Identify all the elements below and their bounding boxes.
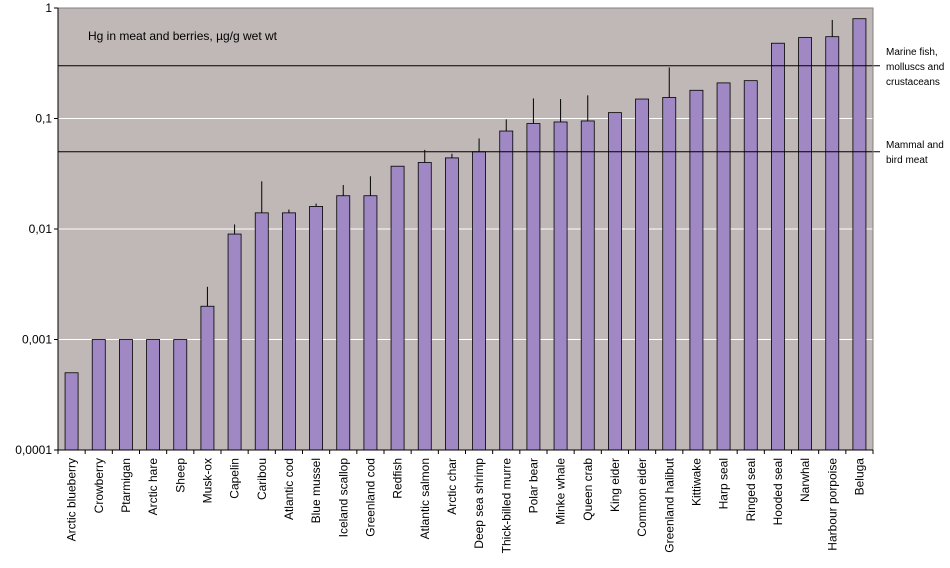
- bar: [363, 195, 378, 451]
- bar: [417, 162, 432, 451]
- x-category-label: Polar bear: [526, 458, 540, 513]
- x-category-label: Harp seal: [717, 458, 731, 509]
- y-tick-label: 1: [45, 1, 52, 15]
- chart-title: Hg in meat and berries, µg/g wet wt: [88, 29, 278, 43]
- bar: [798, 37, 812, 451]
- x-category-label: Narwhal: [798, 458, 812, 502]
- bar: [227, 233, 242, 451]
- y-tick-label: 0,1: [35, 112, 52, 126]
- bar: [254, 212, 269, 451]
- bar: [771, 42, 785, 451]
- gridlines: [58, 118, 873, 340]
- bar: [716, 82, 731, 451]
- x-category-label: King eider: [608, 458, 622, 512]
- x-category-label: Atlantic salmon: [418, 458, 432, 539]
- y-tick-label: 0,01: [29, 222, 53, 236]
- reference-line-label: molluscs and: [886, 62, 944, 73]
- bar: [390, 165, 405, 451]
- x-category-label: Greenland halibut: [662, 457, 676, 552]
- x-category-label: Caribou: [255, 458, 269, 500]
- x-category-label: Redfish: [391, 458, 405, 499]
- bar: [472, 151, 486, 451]
- x-category-label: Harbour porpoise: [825, 458, 839, 551]
- bar: [553, 121, 568, 451]
- bar: [689, 89, 704, 451]
- bar: [64, 372, 79, 451]
- x-category-label: Kittiwake: [689, 458, 703, 506]
- reference-line-label: crustaceans: [886, 77, 940, 88]
- bar: [200, 305, 215, 451]
- x-category-label: Minke whale: [554, 458, 568, 525]
- reference-line-label: Marine fish,: [886, 47, 938, 58]
- x-category-label: Greenland cod: [363, 458, 377, 537]
- x-category-label: Musk-ox: [200, 458, 214, 503]
- error-bars: [206, 19, 833, 307]
- bars: [64, 18, 867, 451]
- y-tick-label: 0,0001: [15, 443, 52, 457]
- bar: [580, 120, 595, 451]
- bar: [608, 112, 622, 451]
- x-category-label: Thick-billed murre: [499, 458, 513, 554]
- x-category-label: Crowberry: [92, 458, 106, 513]
- x-category-label: Hooded seal: [771, 458, 785, 525]
- x-category-label: Deep sea shrimp: [472, 458, 486, 549]
- x-category-label: Sheep: [173, 458, 187, 493]
- bar: [825, 36, 840, 451]
- x-category-label: Capelin: [228, 458, 242, 499]
- x-category-label: Iceland scallop: [336, 458, 350, 538]
- bar: [146, 339, 160, 451]
- bar: [662, 97, 677, 451]
- y-tick-labels: 0,0001 0,001 0,01 0,1 1: [15, 1, 58, 457]
- x-category-label: Beluga: [852, 458, 866, 496]
- reference-line-label: Mammal and: [886, 140, 944, 151]
- bar: [743, 80, 758, 451]
- x-category-label: Blue mussel: [309, 458, 323, 523]
- bar: [281, 212, 296, 451]
- bar: [91, 339, 106, 451]
- bar: [444, 157, 459, 451]
- bar: [173, 339, 188, 451]
- bar: [499, 130, 514, 451]
- x-category-label: Atlantic cod: [282, 458, 296, 520]
- bar: [852, 18, 867, 451]
- bar: [336, 195, 351, 451]
- x-category-label: Arctic hare: [146, 458, 160, 516]
- x-category-label: Arctic blueberry: [65, 458, 79, 541]
- reference-line-label: bird meat: [886, 155, 928, 166]
- bar: [526, 123, 541, 451]
- x-category-label: Queen crab: [581, 458, 595, 521]
- bar: [119, 339, 133, 451]
- x-category-label: Common eider: [635, 458, 649, 537]
- reference-lines: Marine fish, molluscs and crustaceans Mamma…: [58, 47, 944, 166]
- x-category-label: Arctic char: [445, 458, 459, 515]
- y-tick-label: 0,001: [22, 333, 52, 347]
- bar: [309, 206, 323, 451]
- x-category-labels: Arctic blueberry Crowberry Ptarmigan Arctic…: [57, 450, 874, 554]
- x-category-label: Ptarmigan: [119, 458, 133, 513]
- x-category-label: Ringed seal: [744, 458, 758, 521]
